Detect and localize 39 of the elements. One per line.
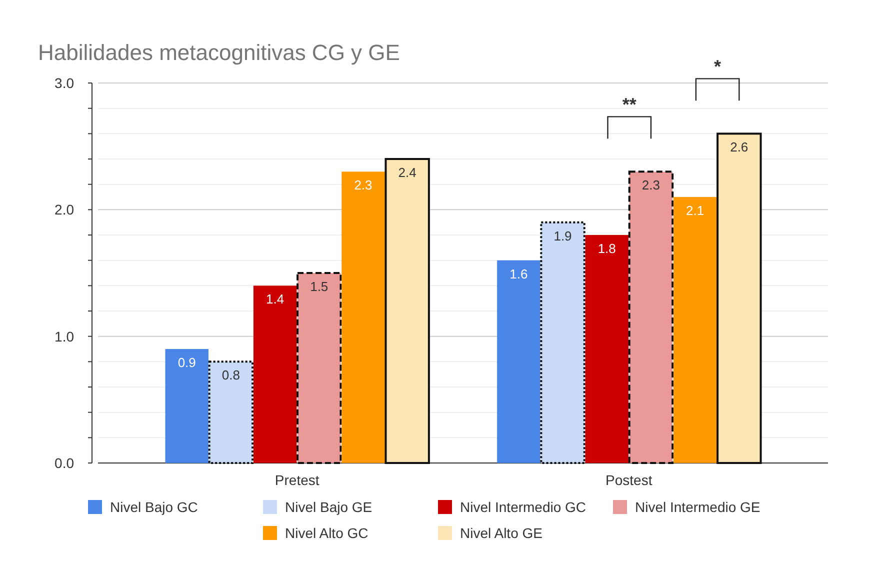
bar [540,221,586,464]
x-tick-label: Postest [606,472,652,488]
bar [673,197,717,463]
y-tick-label: 0.0 [54,455,74,471]
text: * [714,56,722,77]
legend-label: Nivel Alto GC [285,525,368,541]
annotation: ** [622,94,636,115]
legend-label: Nivel Bajo GC [110,499,198,515]
bar [253,286,297,463]
legend-label: Nivel Alto GE [460,525,542,541]
data-label: 1.5 [310,279,328,294]
data-label: 2.3 [354,178,372,193]
y-tick-label: 1.0 [54,328,74,344]
data-label: 1.6 [510,266,528,282]
legend-label: Nivel Bajo GE [285,499,372,515]
data-label: 0.9 [178,355,196,370]
legend-label: Nivel Intermedio GC [460,499,586,515]
x-tick-label: Pretest [274,472,320,488]
bar [628,170,674,464]
bar [384,158,430,464]
bar [165,349,208,463]
data-label: 2.6 [730,140,748,155]
legend-label: Nivel Intermedio GE [635,499,760,515]
bar [342,172,385,463]
bar [585,235,628,463]
y-tick-label: 3.0 [54,75,74,91]
bar [497,260,540,463]
data-label: 2.4 [398,165,416,180]
bar [296,272,342,464]
data-label: 2.3 [642,178,660,193]
chart-title: Habilidades metacognitivas CG y GE [38,40,400,65]
data-label: 2.1 [686,203,704,218]
data-label: 1.9 [554,228,572,244]
data-label: 1.4 [266,292,284,307]
data-label: 0.8 [222,368,240,383]
y-tick-label: 2.0 [54,202,74,218]
bar [208,360,254,464]
data-label: 1.8 [598,241,616,256]
bar [716,132,762,464]
